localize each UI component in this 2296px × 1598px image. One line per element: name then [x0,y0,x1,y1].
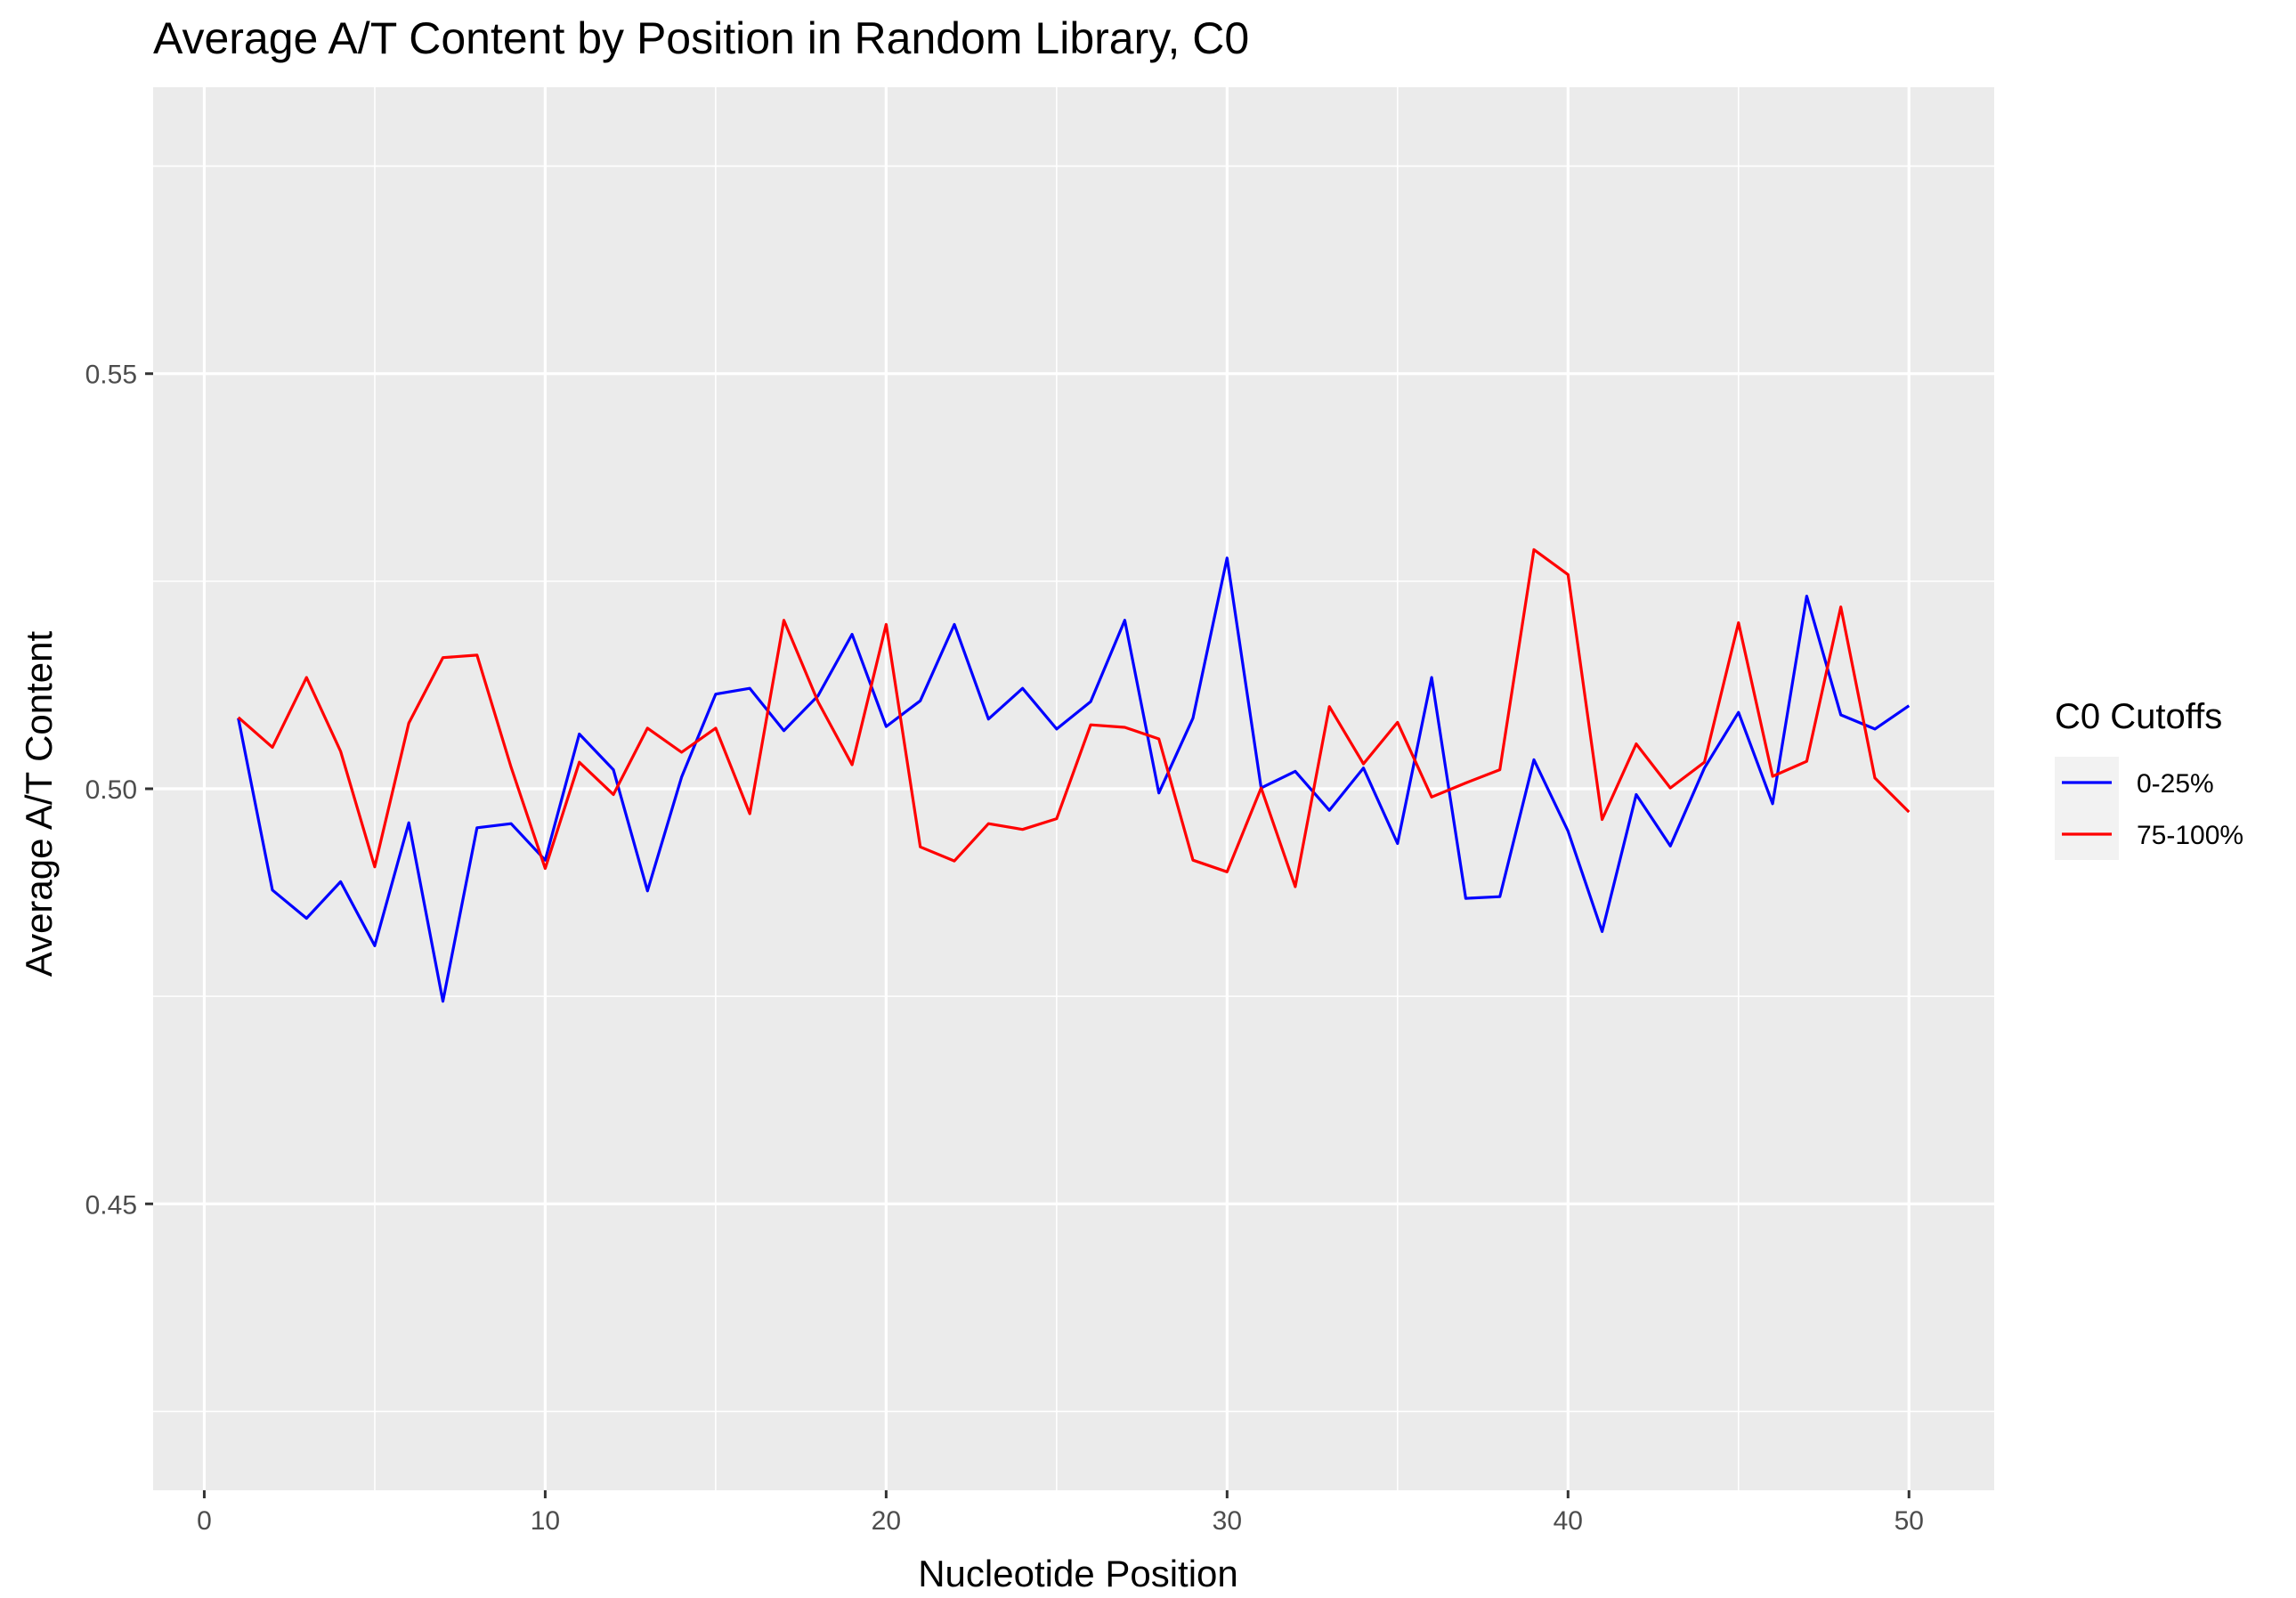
x-tick-labels: 0 10 20 30 40 50 [197,1506,1924,1536]
axis-ticks [145,372,1911,1498]
x-axis-title: Nucleotide Position [918,1553,1238,1594]
chart-title: Average A/T Content by Position in Rando… [153,13,1249,63]
legend-title: C0 Cutoffs [2055,697,2222,736]
series-lines [237,548,1911,1003]
y-tick-label: 0.50 [85,775,137,805]
y-tick-label: 0.55 [85,361,137,390]
y-tick-labels: 0.45 0.50 0.55 [85,361,137,1221]
x-tick-label: 30 [1213,1506,1242,1536]
y-tick-label: 0.45 [85,1190,137,1220]
x-tick-label: 40 [1554,1506,1583,1536]
series-line-75-100% [237,548,1911,888]
series-line-0-25% [237,556,1911,1003]
x-tick-label: 50 [1894,1506,1924,1536]
legend-label: 75-100% [2137,821,2243,850]
x-tick-label: 20 [872,1506,901,1536]
legend: 0-25% 75-100% [2055,757,2243,860]
legend-label: 0-25% [2137,769,2214,799]
x-tick-label: 0 [197,1506,212,1536]
y-axis-title: Average A/T Content [18,630,60,977]
x-tick-label: 10 [531,1506,560,1536]
major-gridlines [153,87,1994,1490]
